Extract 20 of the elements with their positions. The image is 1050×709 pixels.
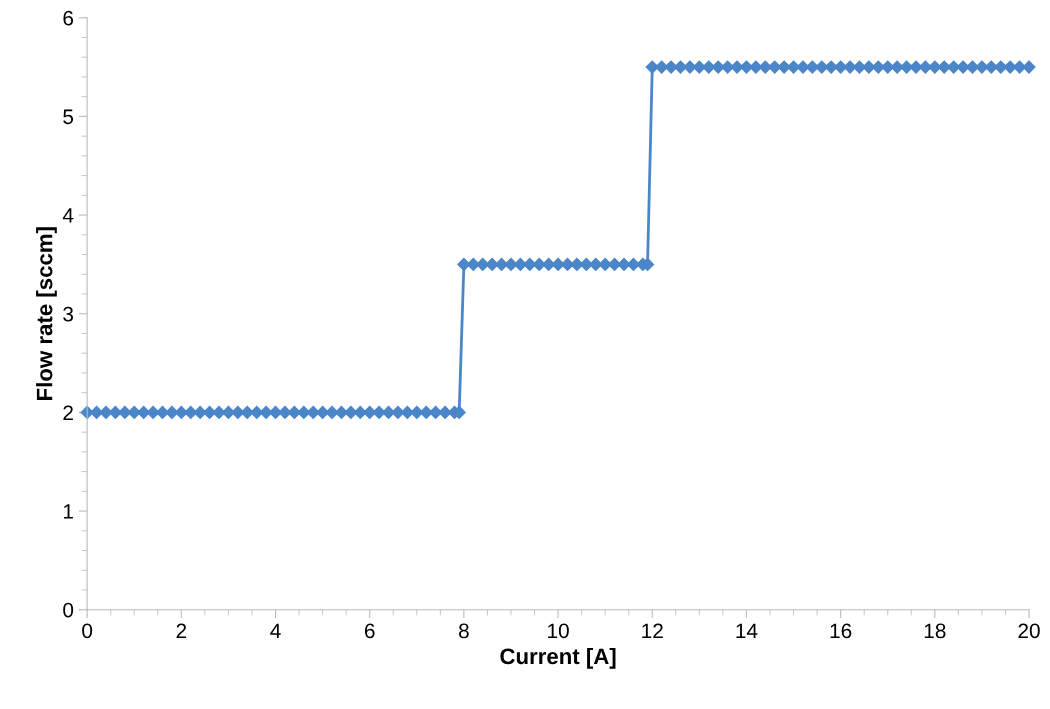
y-tick-label: 0 — [63, 602, 74, 618]
x-tick-label: 8 — [459, 623, 469, 639]
x-tick-label: 18 — [924, 623, 946, 639]
x-tick-label: 16 — [830, 623, 852, 639]
x-tick-label: 12 — [642, 623, 663, 639]
x-tick-label: 0 — [82, 623, 93, 639]
y-tick-label: 5 — [63, 109, 74, 125]
x-tick-label: 10 — [548, 623, 569, 639]
y-tick-label: 6 — [63, 10, 74, 26]
y-tick-label: 1 — [63, 504, 73, 519]
x-tick-label: 2 — [176, 623, 187, 639]
x-tick-label: 20 — [1018, 623, 1040, 639]
x-tick-label: 6 — [364, 623, 375, 639]
x-axis-title: Current [A] — [500, 647, 616, 669]
y-tick-label: 4 — [62, 208, 74, 223]
y-tick-label: 3 — [63, 306, 74, 322]
y-tick-label: 2 — [63, 405, 73, 420]
x-tick-label: 14 — [736, 623, 758, 639]
x-tick-label: 4 — [270, 623, 281, 639]
y-axis-title: Flow rate [sccm] — [36, 227, 57, 400]
